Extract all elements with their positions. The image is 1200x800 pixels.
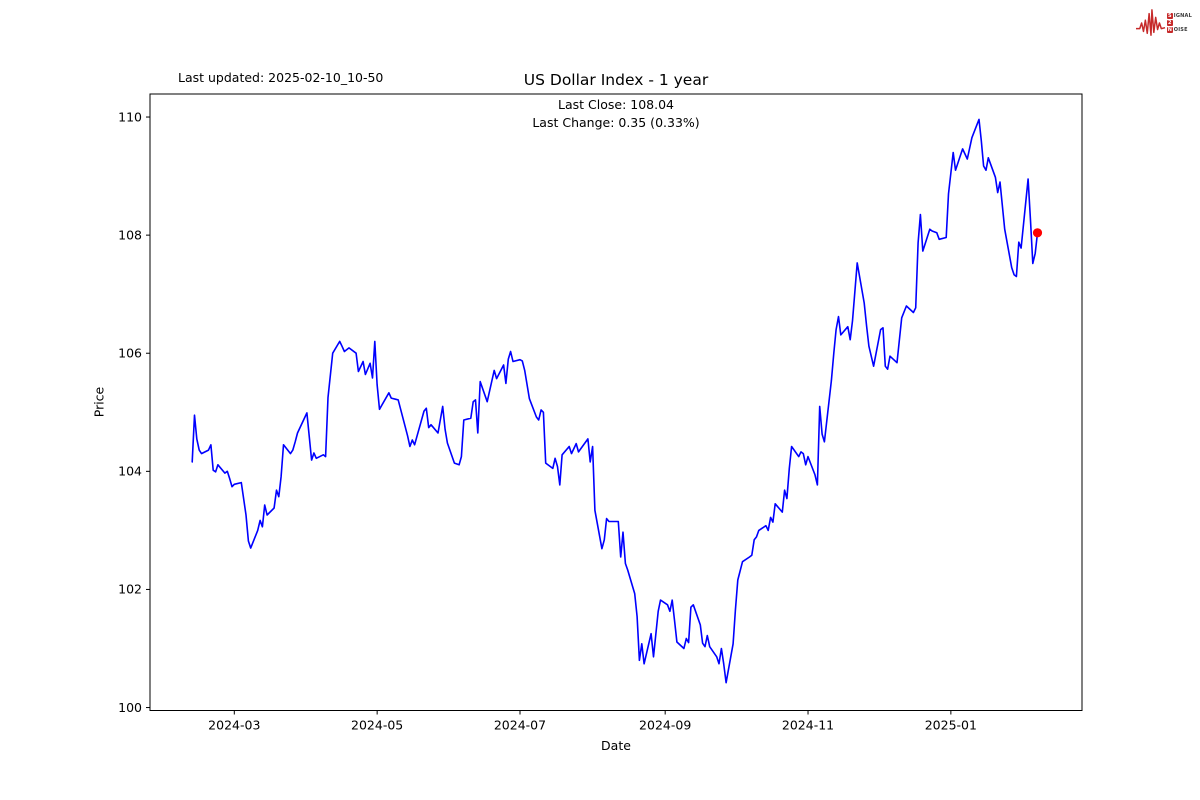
ecg-waveform-icon <box>1135 9 1166 36</box>
axes-frame <box>149 93 1083 711</box>
y-tick-label: 108 <box>118 227 142 242</box>
y-tick-label: 104 <box>118 464 142 479</box>
last-close-marker <box>1032 228 1043 238</box>
y-tick-label: 102 <box>118 582 142 597</box>
last-close-text: Last Close: 108.04 <box>558 97 674 112</box>
y-tick-label: 110 <box>118 109 142 124</box>
x-tick-label: 2024-03 <box>208 718 260 733</box>
logo-letter-s: S <box>1166 13 1173 19</box>
x-tick-label: 2024-07 <box>494 718 546 733</box>
signal2noise-logo: S IGNAL 2 N OISE <box>1135 4 1192 42</box>
y-tick-label: 106 <box>118 346 142 361</box>
last-updated-text: Last updated: 2025-02-10_10-50 <box>178 70 384 85</box>
x-tick-label: 2024-11 <box>782 718 834 733</box>
x-tick-label: 2024-09 <box>639 718 691 733</box>
logo-row-noise: N OISE <box>1166 27 1188 33</box>
axis-ticks: 100 102 104 106 108 110 2024-03 2024-05 2024-07 2… <box>118 109 977 732</box>
chart-title: US Dollar Index - 1 year <box>523 71 709 89</box>
price-line <box>191 118 1039 684</box>
x-tick-label: 2024-05 <box>351 718 403 733</box>
logo-letter-2: 2 <box>1166 20 1173 26</box>
logo-letter-n: N <box>1166 27 1173 33</box>
logo-row-2: 2 <box>1166 20 1192 26</box>
x-axis-label: Date <box>601 738 631 753</box>
logo-row-signal: S IGNAL <box>1166 13 1192 19</box>
x-tick-label: 2025-01 <box>925 718 977 733</box>
last-change-text: Last Change: 0.35 (0.33%) <box>532 115 700 130</box>
y-tick-label: 100 <box>118 700 142 715</box>
